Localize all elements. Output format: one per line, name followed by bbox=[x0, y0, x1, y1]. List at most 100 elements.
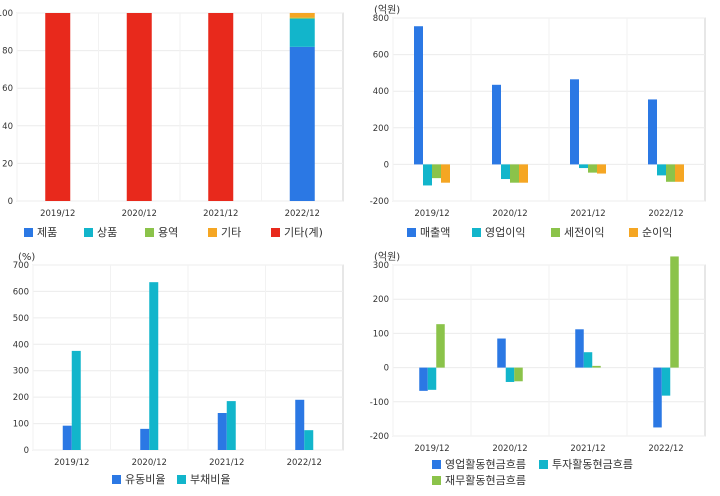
legend-swatch bbox=[539, 460, 548, 469]
x-tick-label: 2019/12 bbox=[40, 209, 75, 219]
legend-label: 기타(계) bbox=[284, 226, 323, 239]
bar bbox=[45, 13, 71, 201]
legend-swatch bbox=[472, 228, 481, 237]
x-tick-label: 2019/12 bbox=[414, 444, 449, 454]
legend-label: 재무활동현금흐름 bbox=[445, 473, 526, 487]
legend-swatch bbox=[271, 228, 280, 237]
y-tick-label: -200 bbox=[370, 197, 389, 207]
y-tick-label: 80 bbox=[2, 47, 13, 57]
bar bbox=[588, 164, 597, 173]
bar bbox=[289, 46, 315, 202]
bar bbox=[592, 365, 601, 368]
legend-label: 순이익 bbox=[642, 226, 672, 239]
chart-1: 0 20 40 60 80 100 2019/12 2020/12 2021/12 2022/12… bbox=[0, 9, 344, 239]
y-tick-label: 0 bbox=[24, 446, 29, 456]
bar bbox=[575, 329, 584, 368]
x-tick-label: 2022/12 bbox=[648, 209, 683, 219]
bar bbox=[597, 164, 606, 174]
x-tick-label: 2019/12 bbox=[54, 458, 89, 468]
bar bbox=[126, 13, 152, 201]
x-tick-label: 2021/12 bbox=[203, 209, 238, 219]
legend-label: 제품 bbox=[37, 226, 57, 239]
legend-swatch bbox=[24, 228, 33, 237]
bar bbox=[71, 350, 81, 450]
bar bbox=[670, 256, 679, 368]
bar bbox=[666, 164, 675, 182]
y-tick-label: 200 bbox=[13, 393, 29, 403]
bar bbox=[510, 164, 519, 183]
bar bbox=[519, 164, 528, 183]
legend-swatch bbox=[629, 228, 638, 237]
legend-label: 상품 bbox=[97, 226, 117, 239]
bar bbox=[62, 425, 72, 450]
y-tick-label: -100 bbox=[370, 398, 389, 408]
chart-4: -200 -100 0 100 200 300 2019/12 2020/12 2021/12 2… bbox=[370, 251, 706, 487]
bar bbox=[432, 164, 441, 179]
y-tick-label: 400 bbox=[13, 340, 29, 350]
x-tick-label: 2022/12 bbox=[285, 209, 320, 219]
x-tick-label: 2020/12 bbox=[132, 458, 167, 468]
y-tick-label: 600 bbox=[373, 51, 389, 61]
x-tick-label: 2020/12 bbox=[122, 209, 157, 219]
y-tick-label: 100 bbox=[0, 9, 13, 19]
x-tick-label: 2022/12 bbox=[648, 444, 683, 454]
bar bbox=[505, 367, 515, 382]
bar bbox=[226, 401, 236, 450]
legend-label: 영업활동현금흐름 bbox=[445, 457, 526, 471]
y-tick-label: 200 bbox=[373, 124, 389, 134]
legend-swatch bbox=[407, 228, 416, 237]
bar bbox=[304, 430, 314, 450]
chart-3: 0 100 200 300 400 500 600 700 2019/12 2020/12 2021… bbox=[13, 252, 344, 486]
y-tick-label: 60 bbox=[2, 84, 13, 94]
bar bbox=[289, 18, 315, 47]
y-tick-label: 400 bbox=[373, 87, 389, 97]
x-tick-label: 2021/12 bbox=[570, 444, 605, 454]
y-tick-label: 500 bbox=[13, 314, 29, 324]
bar bbox=[657, 164, 666, 176]
legend-swatch bbox=[208, 228, 217, 237]
bar bbox=[648, 99, 657, 165]
y-tick-label: 20 bbox=[2, 159, 13, 169]
y-tick-label: 100 bbox=[13, 420, 29, 430]
bar bbox=[570, 79, 579, 165]
y-tick-label: 100 bbox=[373, 329, 389, 339]
y-tick-label: -200 bbox=[370, 432, 389, 442]
legend-label: 기타 bbox=[221, 226, 241, 239]
bar bbox=[208, 13, 234, 201]
bar bbox=[661, 367, 671, 396]
legend-label: 매출액 bbox=[420, 226, 450, 239]
y-tick-label: 300 bbox=[373, 261, 389, 271]
bar bbox=[492, 84, 501, 165]
legend-swatch bbox=[84, 228, 93, 237]
legend-swatch bbox=[432, 476, 441, 485]
bar bbox=[436, 324, 445, 368]
unit-label: (%) bbox=[18, 252, 35, 263]
y-tick-label: 40 bbox=[2, 122, 13, 132]
bar bbox=[289, 13, 315, 18]
x-tick-label: 2020/12 bbox=[492, 209, 527, 219]
legend-label: 세전이익 bbox=[564, 226, 604, 239]
bar bbox=[423, 164, 432, 186]
bar bbox=[419, 367, 428, 391]
bar bbox=[497, 338, 506, 368]
legend-label: 투자활동현금흐름 bbox=[552, 457, 633, 471]
bar bbox=[149, 282, 159, 450]
y-tick-label: 200 bbox=[373, 295, 389, 305]
bar bbox=[289, 17, 315, 19]
x-tick-label: 2021/12 bbox=[570, 209, 605, 219]
legend-swatch bbox=[112, 475, 121, 484]
y-tick-label: 300 bbox=[13, 367, 29, 377]
y-tick-label: 0 bbox=[384, 160, 389, 170]
bar bbox=[514, 367, 523, 382]
x-tick-label: 2019/12 bbox=[414, 209, 449, 219]
bar bbox=[414, 26, 423, 165]
x-tick-label: 2021/12 bbox=[209, 458, 244, 468]
bar bbox=[501, 164, 510, 180]
legend-label: 영업이익 bbox=[485, 226, 525, 239]
legend-swatch bbox=[551, 228, 560, 237]
x-tick-label: 2022/12 bbox=[287, 458, 322, 468]
y-tick-label: 0 bbox=[384, 364, 389, 374]
y-tick-label: 800 bbox=[373, 14, 389, 24]
legend-label: 부채비율 bbox=[190, 473, 230, 486]
